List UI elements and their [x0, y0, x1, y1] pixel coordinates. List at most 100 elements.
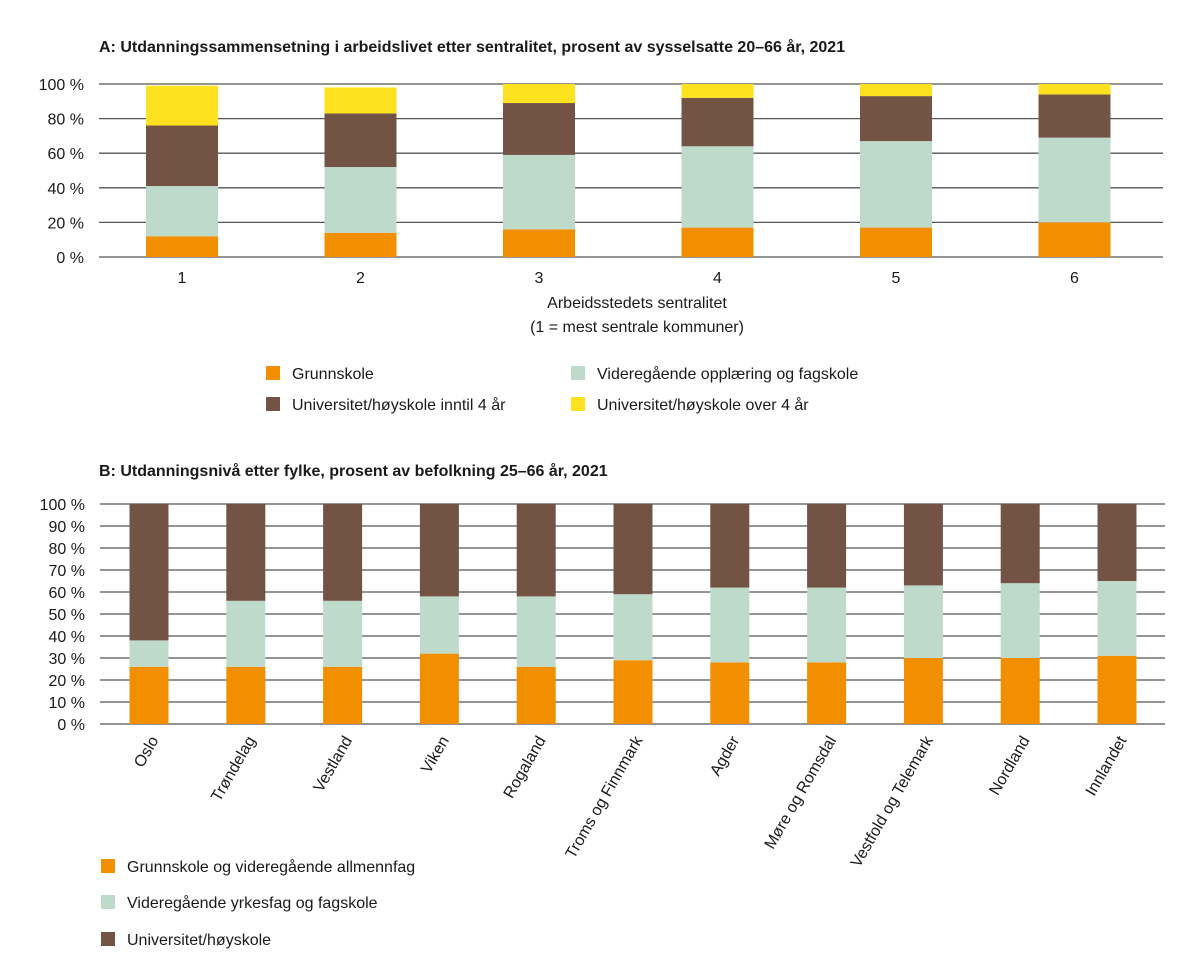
legend-item-viderega-ende-yrkesfag-og-fagskole: Videregående yrkesfag og fagskole [101, 894, 378, 912]
bar-stack-innlandet [1097, 504, 1137, 724]
bar-stack-m-re-og-romsdal [807, 504, 847, 724]
chart-b-title: B: Utdanningsnivå etter fylke, prosent a… [99, 462, 608, 480]
bar-segment-viderega-ende-yrkesfag-og-fagskole [1000, 583, 1040, 658]
legend-item-grunnskole: Grunnskole [266, 366, 374, 383]
bar-segment-universitet-h-yskole-inntil-4-a-r [324, 113, 397, 168]
bar-segment-universitet-h-yskole [807, 504, 847, 588]
bar-stack-5 [860, 84, 932, 257]
bar-segment-universitet-h-yskole [226, 504, 266, 601]
bar-segment-universitet-h-yskole-over-4-a-r [860, 84, 932, 97]
chart-b-legend: Grunnskole og videregående allmennfag Vid… [101, 858, 415, 949]
legend-item-universitet-h-yskole-over-4-a-r: Universitet/høyskole over 4 år [571, 396, 809, 414]
bar-segment-universitet-h-yskole [516, 504, 556, 597]
x-tick-label: Innlandet [1083, 733, 1131, 799]
chart-a-title: A: Utdanningssammensetning i arbeidslive… [99, 38, 845, 56]
y-tick-label: 80 % [49, 541, 85, 558]
bar-segment-grunnskole-og-viderega-ende-allmennfag [323, 666, 363, 724]
bar-segment-grunnskole-og-viderega-ende-allmennfag [710, 662, 750, 724]
x-tick-label: Troms og Finnmark [563, 733, 647, 862]
bar-stack-4 [681, 84, 754, 257]
bar-stack-agder [710, 504, 750, 724]
x-tick-label: 3 [535, 270, 544, 287]
bar-segment-viderega-ende-oppl-ring-og-fagskole [860, 141, 932, 228]
y-tick-label: 0 % [57, 717, 85, 734]
bar-segment-viderega-ende-oppl-ring-og-fagskole [681, 146, 754, 228]
bar-stack-6 [1038, 84, 1111, 257]
bar-segment-universitet-h-yskole-inntil-4-a-r [860, 96, 932, 142]
legend-item-grunnskole-og-viderega-ende-allmennfag: Grunnskole og videregående allmennfag [101, 858, 415, 876]
legend-swatch [101, 859, 115, 873]
bar-stack-nordland [1000, 504, 1040, 724]
bar-segment-grunnskole-og-viderega-ende-allmennfag [226, 666, 266, 724]
bar-segment-grunnskole [681, 227, 754, 257]
bar-segment-viderega-ende-yrkesfag-og-fagskole [807, 587, 847, 663]
x-tick-label: 1 [178, 270, 187, 287]
legend-swatch [571, 397, 585, 411]
bar-segment-viderega-ende-oppl-ring-og-fagskole [503, 154, 575, 230]
legend-label: Videregående yrkesfag og fagskole [127, 894, 378, 912]
bar-segment-viderega-ende-yrkesfag-og-fagskole [129, 640, 169, 667]
bar-segment-viderega-ende-oppl-ring-og-fagskole [324, 167, 397, 233]
bar-segment-universitet-h-yskole [613, 504, 653, 595]
bar-segment-universitet-h-yskole-inntil-4-a-r [503, 103, 575, 155]
chart-a-x-axis: 1 2 3 4 5 6 [178, 270, 1080, 287]
y-tick-label: 60 % [49, 585, 85, 602]
y-tick-label: 50 % [49, 607, 85, 624]
chart-a-bars [146, 84, 1111, 257]
bar-stack-2 [324, 87, 397, 257]
y-tick-label: 80 % [48, 112, 84, 129]
legend-swatch [266, 397, 280, 411]
y-tick-label: 70 % [49, 563, 85, 580]
legend-item-viderega-ende-oppl-ring-og-fagskole: Videregående opplæring og fagskole [571, 365, 858, 383]
bar-segment-grunnskole-og-viderega-ende-allmennfag [613, 660, 653, 724]
y-tick-label: 40 % [49, 629, 85, 646]
chart-a-legend: Grunnskole Videregående opplæring og fags… [266, 365, 858, 414]
bar-segment-viderega-ende-yrkesfag-og-fagskole [903, 585, 943, 658]
chart-b-bars [129, 504, 1137, 724]
bar-segment-grunnskole-og-viderega-ende-allmennfag [1000, 658, 1040, 724]
bar-segment-grunnskole [146, 236, 218, 257]
bar-segment-viderega-ende-oppl-ring-og-fagskole [1038, 137, 1111, 223]
legend-swatch [571, 366, 585, 380]
legend-label: Universitet/høyskole over 4 år [597, 396, 809, 414]
x-tick-label: Vestland [311, 734, 356, 796]
legend-label: Grunnskole og videregående allmennfag [127, 858, 415, 876]
legend-label: Universitet/høyskole [127, 932, 271, 949]
bar-segment-universitet-h-yskole-inntil-4-a-r [681, 97, 754, 147]
bar-segment-grunnskole-og-viderega-ende-allmennfag [1097, 655, 1137, 724]
bar-segment-universitet-h-yskole [903, 504, 943, 586]
bar-segment-universitet-h-yskole-over-4-a-r [324, 87, 397, 114]
bar-segment-viderega-ende-yrkesfag-og-fagskole [516, 596, 556, 667]
bar-segment-grunnskole-og-viderega-ende-allmennfag [516, 666, 556, 724]
bar-segment-grunnskole [503, 229, 575, 257]
y-tick-label: 20 % [49, 673, 85, 690]
legend-swatch [101, 895, 115, 909]
chart-a: A: Utdanningssammensetning i arbeidslive… [39, 38, 1163, 414]
y-tick-label: 40 % [48, 181, 84, 198]
legend-item-universitet-h-yskole-inntil-4-a-r: Universitet/høyskole inntil 4 år [266, 396, 506, 414]
chart-b-x-axis: Oslo Trøndelag Vestland Viken Rogaland Troms … [131, 733, 1130, 871]
bar-stack-oslo [129, 504, 169, 724]
x-tick-label: Nordland [986, 734, 1033, 799]
bar-segment-universitet-h-yskole [323, 504, 363, 601]
x-tick-label: 5 [892, 270, 901, 287]
bar-stack-rogaland [516, 504, 556, 724]
bar-segment-viderega-ende-yrkesfag-og-fagskole [419, 596, 459, 654]
legend-label: Videregående opplæring og fagskole [597, 365, 858, 383]
bar-stack-1 [146, 85, 218, 257]
chart-a-x-axis-title: Arbeidsstedets sentralitet [547, 295, 727, 312]
bar-segment-grunnskole-og-viderega-ende-allmennfag [807, 662, 847, 724]
bar-segment-universitet-h-yskole [1097, 504, 1137, 581]
x-tick-label: Trøndelag [208, 734, 259, 805]
x-tick-label: Møre og Romsdal [762, 734, 840, 853]
legend-item-universitet-h-yskole: Universitet/høyskole [101, 932, 271, 949]
y-tick-label: 0 % [56, 250, 84, 267]
chart-a-y-axis: 0 % 20 % 40 % 60 % 80 % 100 % [39, 77, 84, 267]
x-tick-label: 2 [356, 270, 365, 287]
y-tick-label: 30 % [49, 651, 85, 668]
bar-segment-universitet-h-yskole [710, 504, 750, 588]
y-tick-label: 90 % [49, 519, 85, 536]
bar-segment-universitet-h-yskole-over-4-a-r [146, 85, 218, 126]
y-tick-label: 100 % [40, 497, 85, 514]
y-tick-label: 20 % [48, 215, 84, 232]
